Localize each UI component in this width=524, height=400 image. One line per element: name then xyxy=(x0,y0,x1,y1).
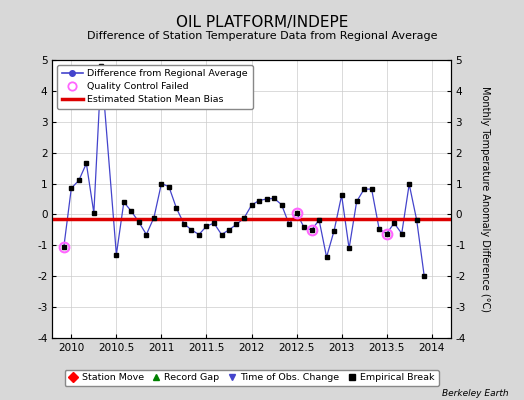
Text: Berkeley Earth: Berkeley Earth xyxy=(442,389,508,398)
Legend: Station Move, Record Gap, Time of Obs. Change, Empirical Break: Station Move, Record Gap, Time of Obs. C… xyxy=(64,370,439,386)
Text: Difference of Station Temperature Data from Regional Average: Difference of Station Temperature Data f… xyxy=(87,31,437,41)
Legend: Difference from Regional Average, Quality Control Failed, Estimated Station Mean: Difference from Regional Average, Qualit… xyxy=(57,65,253,109)
Text: OIL PLATFORM/INDEPE: OIL PLATFORM/INDEPE xyxy=(176,15,348,30)
Y-axis label: Monthly Temperature Anomaly Difference (°C): Monthly Temperature Anomaly Difference (… xyxy=(480,86,490,312)
